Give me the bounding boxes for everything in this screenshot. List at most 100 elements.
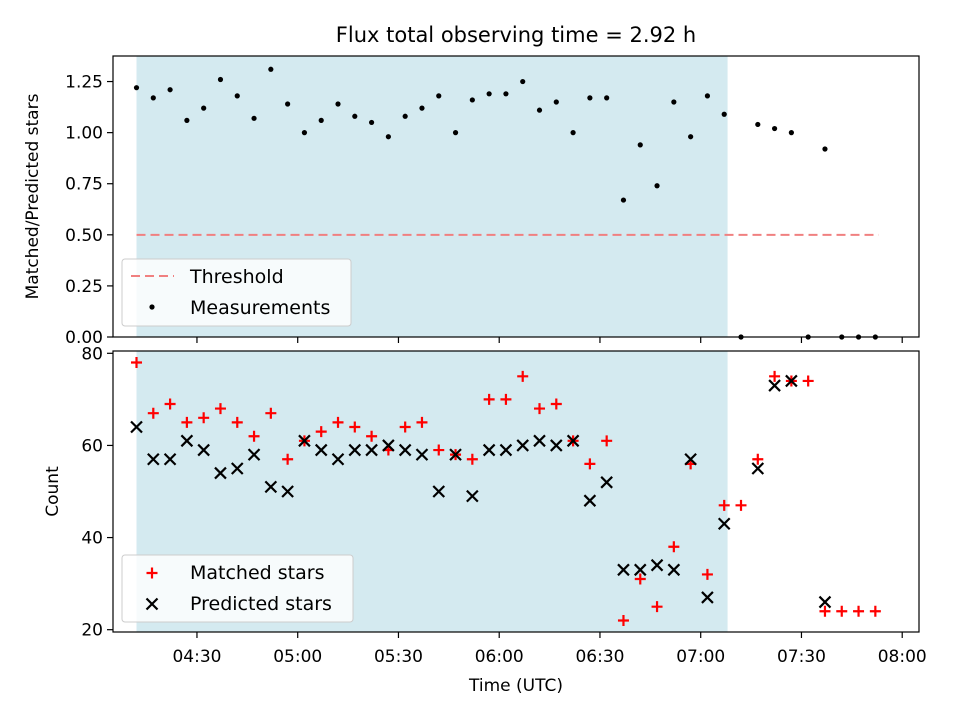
measurement-point	[771, 125, 778, 132]
predicted-star-point	[533, 434, 546, 448]
ratio-y-tick-label: 0.75	[65, 175, 103, 195]
measurement-point	[251, 115, 257, 121]
count-x-tick-label: 08:00	[878, 647, 927, 667]
predicted-star-point	[432, 485, 446, 498]
predicted-star-point	[768, 379, 781, 392]
ratio-y-axis-label: Matched/Predicted stars	[23, 93, 43, 299]
measurement-point	[654, 183, 660, 189]
measurement-point	[436, 93, 442, 99]
matched-star-point	[534, 403, 546, 415]
predicted-star-point	[701, 591, 714, 604]
predicted-star-point	[449, 448, 462, 461]
matched-star-point	[399, 421, 411, 433]
measurement-point	[688, 134, 694, 140]
matched-stars-points	[131, 357, 881, 626]
predicted-star-point	[247, 448, 261, 461]
measurement-point	[620, 197, 627, 203]
measurement-point	[520, 78, 526, 85]
measurement-point	[536, 107, 543, 113]
matched-star-point	[853, 605, 865, 617]
matched-star-point	[198, 412, 210, 424]
ratio-y-tick-label: 0.50	[65, 226, 103, 246]
matched-star-point	[617, 614, 629, 626]
measurement-point	[167, 87, 173, 93]
predicted-star-point	[298, 434, 311, 448]
count-x-tick-label: 05:30	[374, 647, 423, 667]
predicted-star-point	[566, 434, 580, 448]
ratio-y-tick-label: 1.25	[65, 73, 103, 93]
matched-star-point	[265, 407, 277, 419]
ratio-y-tick-label: 0.25	[65, 277, 103, 297]
predicted-star-point	[197, 443, 210, 457]
measurement-point	[352, 113, 358, 119]
count-y-tick-label: 20	[81, 621, 103, 641]
predicted-star-point	[264, 480, 278, 494]
predicted-star-point	[516, 439, 529, 452]
ratio-legend: Threshold Measurements	[121, 258, 352, 327]
predicted-star-point	[214, 466, 227, 480]
matched-star-point	[349, 421, 361, 433]
measurement-point	[671, 99, 677, 105]
predicted-star-point	[499, 443, 513, 457]
count-axis-ticks: 20 40 60 80 04:30 05:00 05:30 06:00 06:30 07:00 07…	[81, 344, 926, 667]
matched-star-point	[483, 393, 495, 405]
chart-title: Flux total observing time = 2.92 h	[336, 23, 696, 47]
measurement-point	[285, 101, 291, 107]
predicted-star-point	[617, 563, 630, 577]
measurement-point	[452, 130, 459, 136]
count-y-axis-label: Count	[43, 466, 63, 517]
ratio-y-tick-label: 1.00	[65, 124, 103, 144]
matched-star-point	[550, 398, 562, 410]
matched-star-point	[584, 458, 596, 470]
count-legend: Matched stars Predicted stars	[121, 554, 354, 623]
matched-star-point	[466, 453, 478, 465]
predicted-star-point	[163, 452, 177, 466]
predicted-star-point	[633, 563, 647, 577]
measurement-point	[201, 105, 207, 111]
predicted-star-point	[751, 462, 765, 475]
ratio-y-tick-label: 0.00	[65, 328, 103, 348]
count-x-tick-label: 05:00	[273, 647, 322, 667]
matched-star-point	[651, 601, 663, 613]
ratio-panel: 0.00 0.25 0.50 0.75 1.00 1.25 Matched/Predict…	[23, 55, 920, 348]
ratio-axis-ticks: 0.00 0.25 0.50 0.75 1.00 1.25	[65, 73, 903, 348]
predicted-star-point	[348, 443, 362, 457]
matched-star-point	[231, 416, 243, 428]
measurement-point	[822, 146, 828, 152]
count-panel-frame	[112, 350, 920, 633]
measurement-point	[553, 99, 559, 105]
predicted-star-point	[818, 595, 832, 609]
predicted-star-point	[398, 443, 412, 457]
matched-star-point	[315, 426, 327, 438]
measurement-point	[150, 95, 156, 101]
predicted-star-point	[180, 434, 194, 448]
predicted-stars-legend-swatch	[145, 597, 159, 611]
predicted-star-point	[717, 517, 731, 531]
matched-star-point	[214, 403, 226, 415]
count-x-tick-label: 07:00	[676, 647, 725, 667]
predicted-star-point	[365, 443, 378, 457]
matched-star-point	[332, 416, 344, 428]
measurements-legend-swatch	[149, 304, 155, 310]
measurement-point	[721, 111, 727, 117]
predicted-star-point	[331, 452, 345, 466]
measurement-point	[755, 121, 761, 128]
measurement-point	[704, 93, 711, 99]
predicted-star-point	[415, 448, 429, 461]
measurement-point	[503, 91, 509, 97]
ratio-legend-box	[121, 258, 352, 327]
matched-stars-legend-label: Matched stars	[190, 562, 324, 584]
matched-star-point	[668, 541, 680, 553]
matched-star-point	[282, 453, 294, 465]
predicted-star-point	[684, 452, 697, 466]
predicted-star-point	[314, 443, 328, 457]
measurement-points	[133, 66, 878, 340]
measurement-point	[604, 95, 610, 101]
count-x-tick-label: 06:30	[575, 647, 624, 667]
predicted-star-point	[147, 452, 160, 466]
measurement-point	[184, 117, 190, 123]
measurement-point	[587, 95, 593, 101]
measurement-point	[301, 130, 308, 136]
predicted-star-point	[785, 374, 798, 388]
count-x-tick-label: 06:00	[475, 647, 524, 667]
